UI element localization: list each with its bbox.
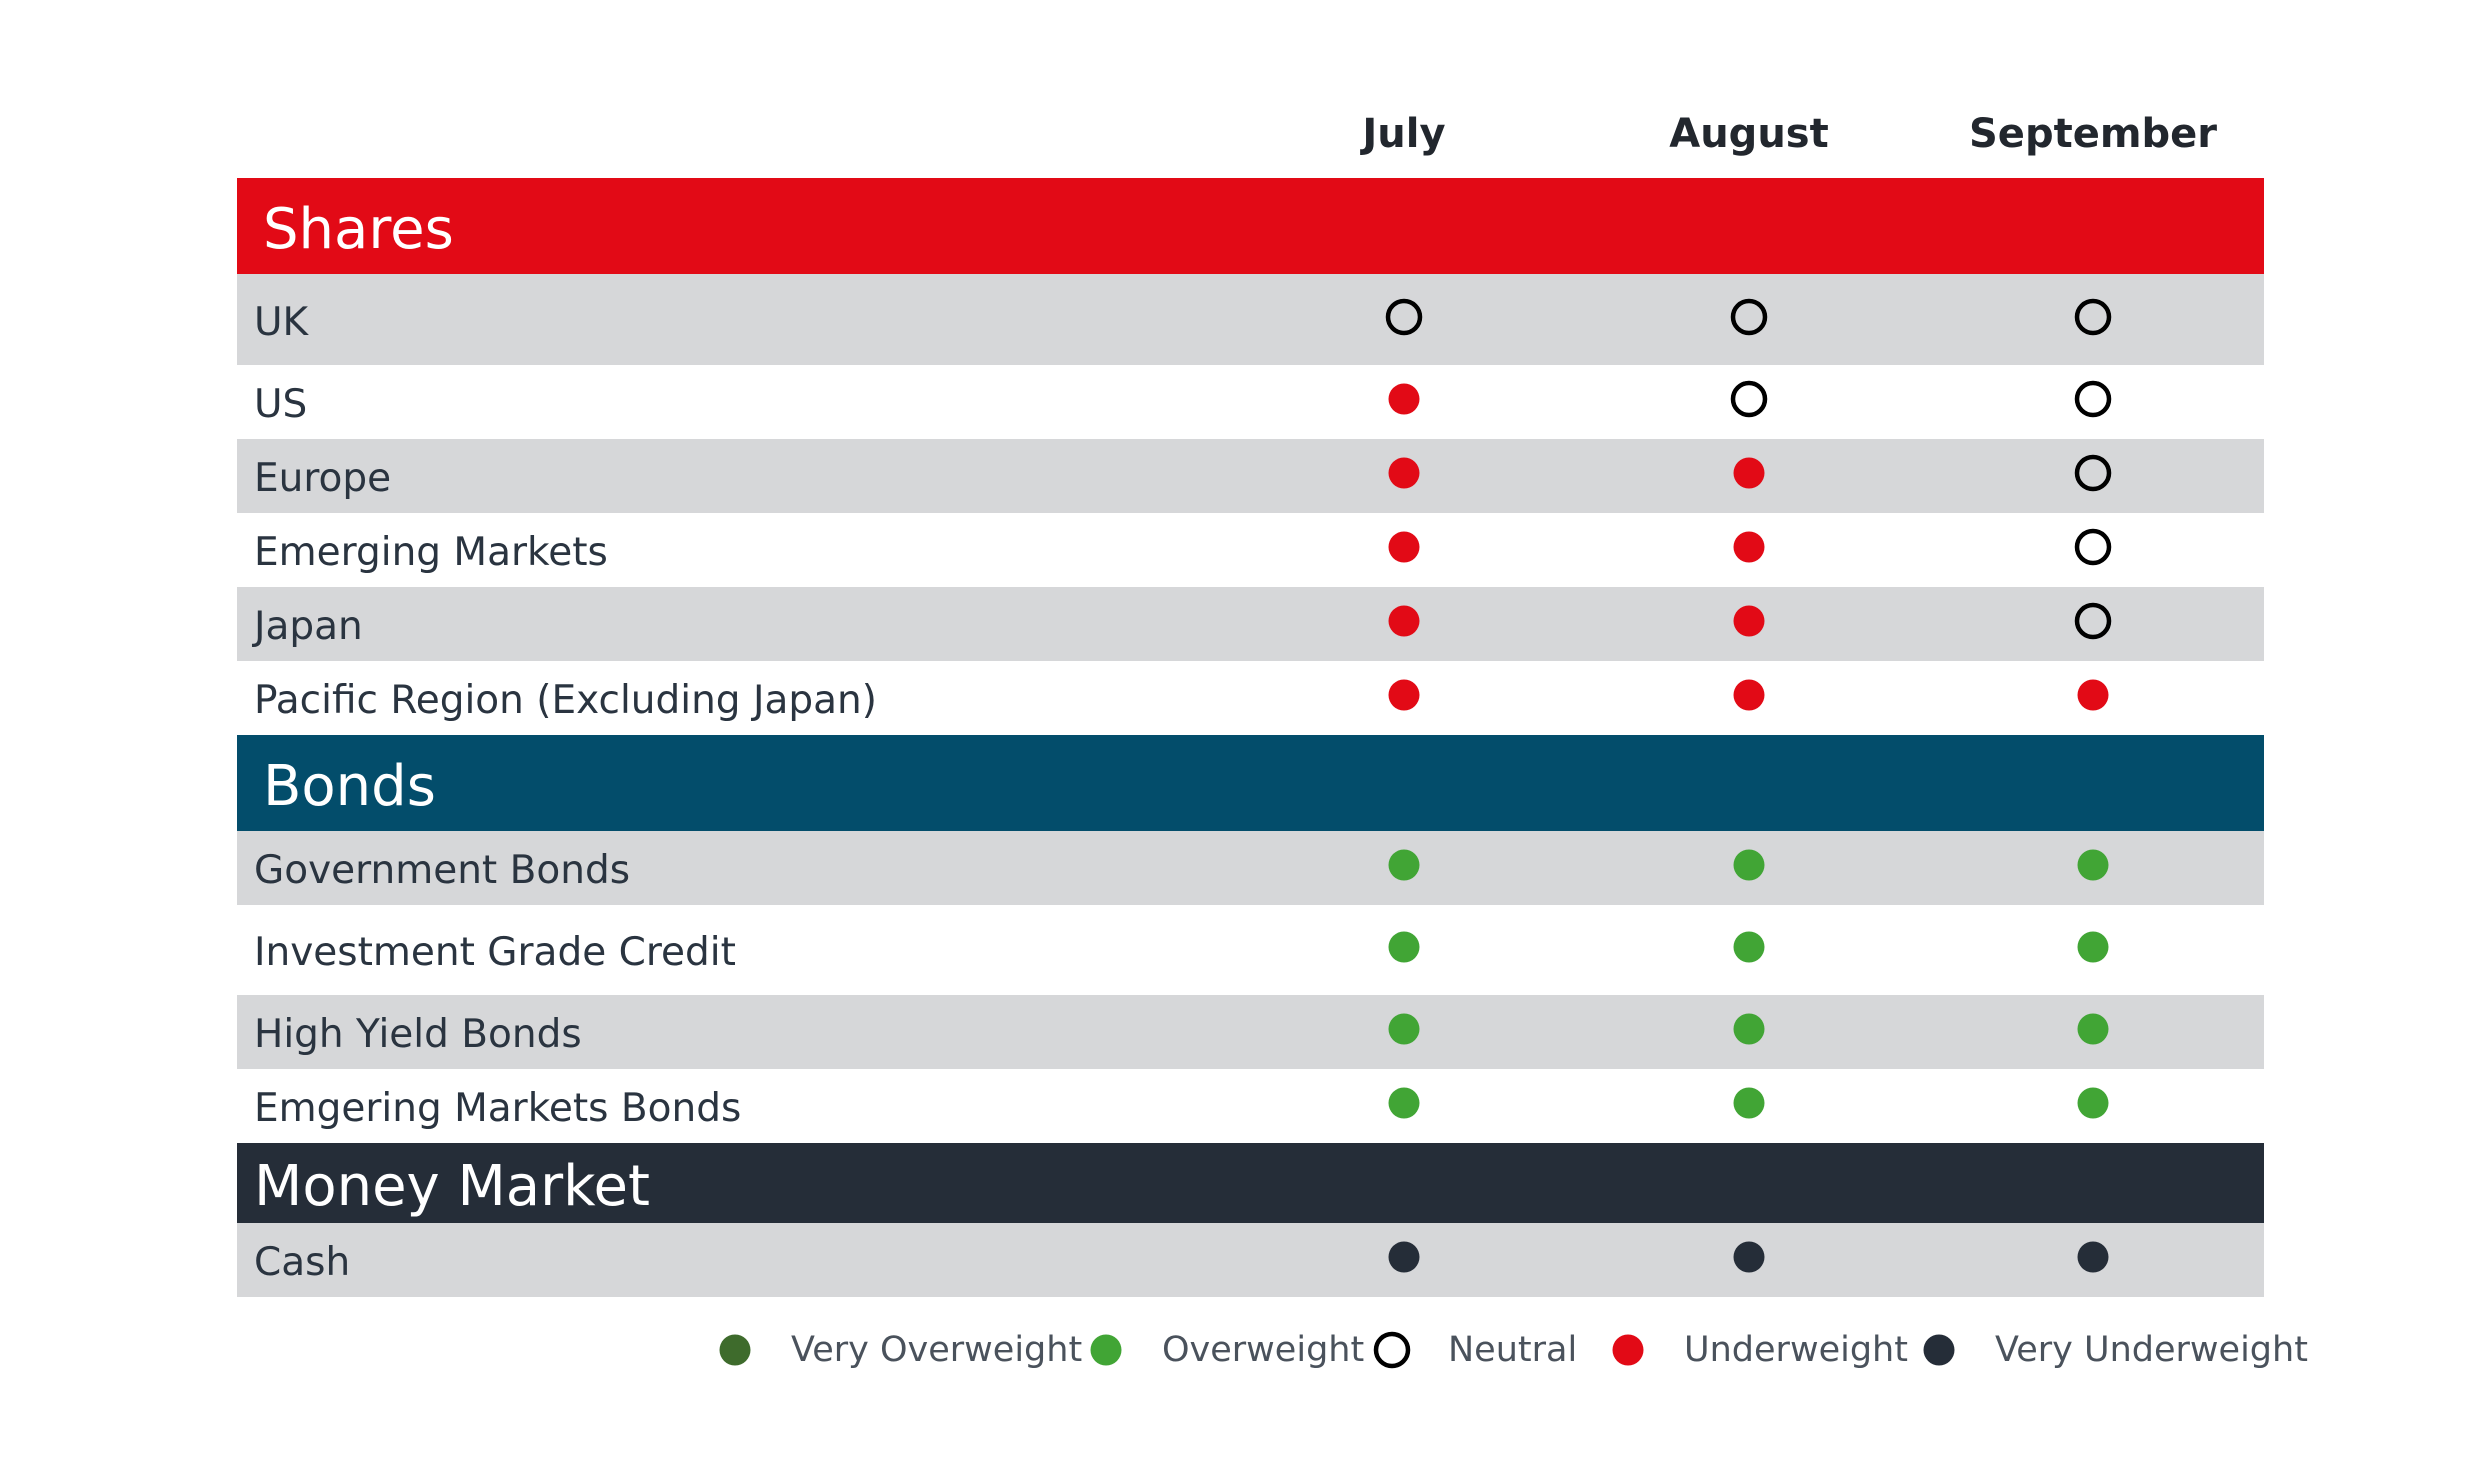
- row-label: Pacific Region (Excluding Japan): [254, 678, 877, 724]
- rating-marker-underweight-august: Underweight: [1733, 679, 1765, 711]
- rating-marker-underweight-august: Underweight: [1733, 457, 1765, 489]
- rating-marker-overweight-july: Overweight: [1388, 931, 1420, 963]
- rating-marker-underweight-july: Underweight: [1388, 457, 1420, 489]
- table-row-investment-grade-credit: Investment Grade Credit Overweight Overwei…: [237, 905, 2264, 995]
- rating-marker-underweight-july: Underweight: [1388, 383, 1420, 415]
- row-label: US: [254, 382, 308, 428]
- table-row-europe: Europe Underweight Underweight Neutral: [237, 439, 2264, 513]
- rating-marker-underweight-july: Underweight: [1388, 531, 1420, 563]
- table-row-japan: Japan Underweight Underweight Neutral: [237, 587, 2264, 661]
- legend-marker-underweight: [1612, 1334, 1644, 1366]
- rating-marker-neutral-september: Neutral: [2074, 454, 2112, 492]
- rating-marker-underweight-august: Underweight: [1733, 605, 1765, 637]
- column-header-july: July: [1362, 111, 1446, 157]
- legend-marker-overweight: [1090, 1334, 1122, 1366]
- legend-marker-very-underweight: [1923, 1334, 1955, 1366]
- row-label: High Yield Bonds: [254, 1012, 582, 1058]
- section-header-money-market: Money Market: [237, 1143, 2264, 1223]
- row-label: Japan: [254, 604, 363, 650]
- table-row-high-yield-bonds: High Yield Bonds Overweight Overweight Over…: [237, 995, 2264, 1069]
- row-label: Emgering Markets Bonds: [254, 1086, 742, 1132]
- section-title: Bonds: [263, 754, 436, 819]
- row-label: UK: [254, 299, 309, 345]
- rating-marker-overweight-september: Overweight: [2077, 931, 2109, 963]
- rating-marker-neutral-september: Neutral: [2074, 380, 2112, 418]
- rating-marker-very-underweight-august: Very Underweight: [1733, 1241, 1765, 1273]
- legend-marker-very-overweight: [719, 1334, 751, 1366]
- rating-marker-overweight-august: Overweight: [1733, 1013, 1765, 1045]
- column-header-august: August: [1669, 111, 1829, 157]
- rating-marker-underweight-july: Underweight: [1388, 605, 1420, 637]
- row-label: Emerging Markets: [254, 530, 608, 576]
- rating-marker-neutral-july: Neutral: [1385, 298, 1423, 335]
- rating-marker-overweight-september: Overweight: [2077, 849, 2109, 881]
- section-header-shares: Shares: [237, 178, 2264, 274]
- rating-marker-very-underweight-july: Very Underweight: [1388, 1241, 1420, 1273]
- row-label: Europe: [254, 456, 392, 502]
- rating-marker-neutral-august: Neutral: [1730, 298, 1768, 335]
- rating-marker-overweight-july: Overweight: [1388, 1087, 1420, 1119]
- table-row-uk: UK Neutral Neutral Neutral: [237, 274, 2264, 365]
- table-row-government-bonds: Government Bonds Overweight Overweight Over…: [237, 831, 2264, 905]
- rating-marker-overweight-august: Overweight: [1733, 1087, 1765, 1119]
- legend-label-overweight: Overweight: [1162, 1330, 1365, 1370]
- rating-marker-neutral-september: Neutral: [2074, 298, 2112, 335]
- rating-marker-underweight-august: Underweight: [1733, 531, 1765, 563]
- legend-label-very-overweight: Very Overweight: [791, 1330, 1083, 1370]
- rating-marker-overweight-july: Overweight: [1388, 1013, 1420, 1045]
- rating-marker-overweight-august: Overweight: [1733, 931, 1765, 963]
- table-row-us: US Underweight Neutral Neutral: [237, 365, 2264, 439]
- rating-marker-neutral-september: Neutral: [2074, 528, 2112, 566]
- rating-marker-overweight-september: Overweight: [2077, 1087, 2109, 1119]
- section-header-bonds: Bonds: [237, 735, 2264, 831]
- rating-marker-neutral-august: Neutral: [1730, 380, 1768, 418]
- legend-label-very-underweight: Very Underweight: [1995, 1330, 2308, 1370]
- row-label: Cash: [254, 1240, 351, 1286]
- rating-marker-underweight-september: Underweight: [2077, 679, 2109, 711]
- section-title: Money Market: [254, 1154, 650, 1219]
- rating-marker-overweight-september: Overweight: [2077, 1013, 2109, 1045]
- legend-label-neutral: Neutral: [1448, 1330, 1578, 1370]
- column-header-september: September: [1969, 111, 2217, 157]
- rating-marker-very-underweight-september: Very Underweight: [2077, 1241, 2109, 1273]
- table-row-pacific-region-excluding-japan: Pacific Region (Excluding Japan) Underwei…: [237, 661, 2264, 735]
- table-row-emerging-markets: Emerging Markets Underweight Underweight Ne…: [237, 513, 2264, 587]
- rating-marker-neutral-september: Neutral: [2074, 602, 2112, 640]
- rating-marker-overweight-july: Overweight: [1388, 849, 1420, 881]
- row-label: Government Bonds: [254, 848, 631, 894]
- row-label: Investment Grade Credit: [254, 930, 736, 976]
- section-title: Shares: [263, 197, 454, 262]
- legend-label-underweight: Underweight: [1684, 1330, 1908, 1370]
- rating-marker-overweight-august: Overweight: [1733, 849, 1765, 881]
- legend-marker-neutral: [1373, 1331, 1411, 1369]
- table-row-cash: Cash Very Underweight Very Underweight Very…: [237, 1223, 2264, 1297]
- rating-marker-underweight-july: Underweight: [1388, 679, 1420, 711]
- table-row-emgering-markets-bonds: Emgering Markets Bonds Overweight Overweig…: [237, 1069, 2264, 1143]
